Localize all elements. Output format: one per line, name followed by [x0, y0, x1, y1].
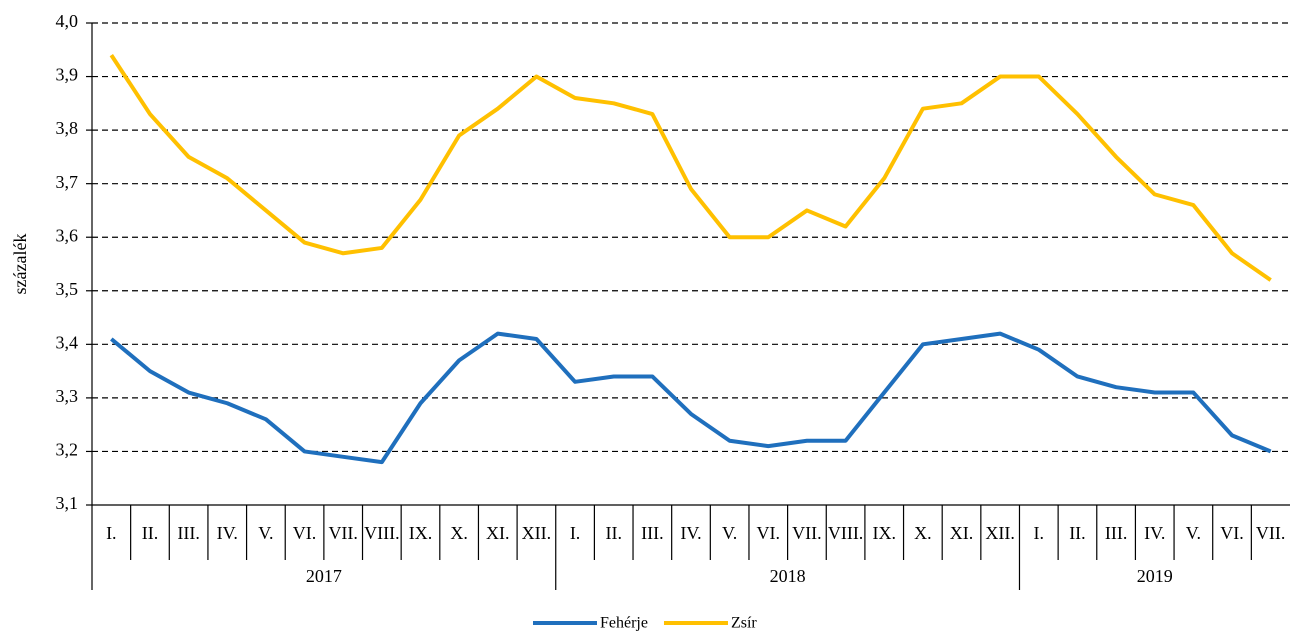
x-tick-label: VI.	[1220, 523, 1244, 543]
x-tick-label: VII.	[1256, 523, 1286, 543]
x-tick-label: VIII.	[828, 523, 863, 543]
y-axis-label: százalék	[10, 234, 30, 295]
x-tick-label: III.	[641, 523, 663, 543]
x-tick-label: IX.	[872, 523, 896, 543]
x-tick-label: XI.	[950, 523, 974, 543]
y-tick-label: 3,1	[56, 493, 79, 513]
y-tick-label: 3,5	[56, 279, 79, 299]
series-line	[109, 54, 1272, 282]
x-tick-label: X.	[914, 523, 932, 543]
x-group-label: 2018	[770, 566, 806, 586]
x-tick-label: I.	[106, 523, 117, 543]
x-tick-label: I.	[1034, 523, 1045, 543]
x-tick-label: VIII.	[364, 523, 399, 543]
y-tick-label: 3,4	[56, 332, 79, 352]
legend-label: Zsír	[731, 615, 757, 632]
x-tick-label: IV.	[680, 523, 701, 543]
x-tick-label: V.	[1186, 523, 1201, 543]
series-line	[110, 331, 1272, 465]
x-tick-label: XI.	[486, 523, 510, 543]
x-tick-label: V.	[258, 523, 273, 543]
x-tick-label: III.	[177, 523, 199, 543]
x-tick-label: XII.	[522, 523, 552, 543]
x-tick-label: X.	[450, 523, 468, 543]
x-tick-label: IX.	[409, 523, 433, 543]
y-tick-label: 3,8	[56, 118, 79, 138]
x-tick-label: VII.	[792, 523, 822, 543]
x-tick-label: V.	[722, 523, 737, 543]
x-tick-label: VI.	[293, 523, 317, 543]
x-tick-label: VI.	[757, 523, 781, 543]
y-tick-label: 3,6	[56, 225, 79, 245]
x-tick-label: II.	[1069, 523, 1086, 543]
x-tick-label: IV.	[1144, 523, 1165, 543]
x-tick-label: IV.	[217, 523, 238, 543]
y-tick-label: 4,0	[56, 11, 79, 31]
x-tick-label: III.	[1105, 523, 1127, 543]
y-tick-label: 3,3	[56, 386, 79, 406]
x-tick-label: XII.	[985, 523, 1015, 543]
y-tick-label: 3,7	[56, 172, 79, 192]
y-tick-label: 3,2	[56, 440, 79, 460]
x-group-label: 2019	[1137, 566, 1173, 586]
x-group-label: 2017	[306, 566, 342, 586]
x-tick-label: II.	[142, 523, 159, 543]
y-tick-label: 3,9	[56, 65, 79, 85]
x-tick-label: II.	[605, 523, 622, 543]
x-tick-label: I.	[570, 523, 581, 543]
legend-label: Fehérje	[600, 615, 648, 632]
x-tick-label: VII.	[328, 523, 358, 543]
